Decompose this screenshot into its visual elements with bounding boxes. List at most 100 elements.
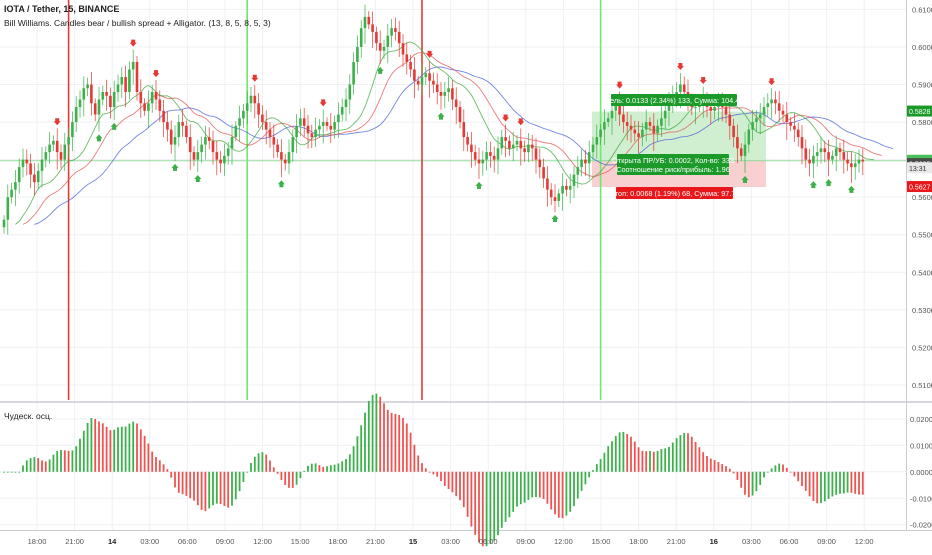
countdown-badge: 13:31 <box>909 166 927 173</box>
candle-body <box>401 43 405 55</box>
oscillator-bar <box>519 471 522 505</box>
stop-price-badge: 0.5627 <box>909 185 931 192</box>
candle-body <box>386 35 390 47</box>
candle-body <box>861 159 865 162</box>
time-tick-label: 09:00 <box>516 537 535 546</box>
oscillator-bar <box>481 471 484 547</box>
oscillator-bar <box>440 471 442 482</box>
oscillator-bar <box>253 456 256 472</box>
candle-body <box>656 125 659 134</box>
target-label-bg <box>611 94 737 106</box>
oscillator-bar <box>690 436 693 472</box>
candle-body <box>143 103 146 111</box>
candle-body <box>413 69 416 81</box>
candle-body <box>283 159 287 164</box>
oscillator-bar <box>215 471 218 504</box>
oscillator-bar <box>98 421 100 472</box>
candle-body <box>743 144 747 156</box>
candle-body <box>382 46 386 51</box>
candle-body <box>169 129 173 145</box>
oscillator-bar <box>291 471 294 488</box>
candle-body <box>758 114 762 119</box>
candle-body <box>131 61 135 70</box>
oscillator-bar <box>265 454 268 472</box>
candle-body <box>808 159 811 164</box>
candle-body <box>409 61 412 70</box>
candle-body <box>17 167 21 183</box>
candle-body <box>432 80 435 85</box>
candle-body <box>177 122 181 138</box>
candle-body <box>397 31 401 44</box>
oscillator-bar <box>227 471 230 508</box>
oscillator-bar <box>823 471 826 502</box>
fractal-down-arrow <box>319 99 327 107</box>
oscillator-bar <box>565 471 568 516</box>
fractal-up-arrow <box>110 122 118 130</box>
oscillator-bar <box>394 413 397 472</box>
osc-tick-label: 0.0100 <box>910 441 932 450</box>
oscillator-bar <box>668 446 670 472</box>
oscillator-bar <box>535 471 537 498</box>
target-label-text: Цель: 0.0133 (2.34%) 133, Сумма: 104.43 <box>605 96 744 105</box>
oscillator-bar <box>29 458 32 472</box>
fractal-up-arrow <box>376 66 384 74</box>
oscillator-bar <box>485 471 488 547</box>
candle-body <box>557 193 561 201</box>
oscillator-bar <box>747 471 750 498</box>
fractal-down-arrow <box>768 78 776 86</box>
candle-body <box>264 122 268 130</box>
oscillator-bar <box>451 471 454 493</box>
candle-body <box>86 84 89 89</box>
oscillator-bar <box>367 400 370 472</box>
candle-body <box>200 144 203 153</box>
candle-body <box>337 114 340 123</box>
oscillator-bar <box>345 459 347 472</box>
time-tick-label: 03:00 <box>441 537 460 546</box>
candle-body <box>785 114 789 123</box>
candle-body <box>261 114 264 123</box>
oscillator-bar <box>6 471 9 473</box>
oscillator-bar <box>295 471 298 485</box>
candle-body <box>492 155 496 160</box>
oscillator-bar <box>41 460 43 472</box>
target-zone <box>592 111 766 161</box>
fractal-down-arrow <box>699 76 707 84</box>
oscillator-bar <box>128 423 131 472</box>
candle-body <box>280 152 283 160</box>
oscillator-bar <box>770 468 773 472</box>
candle-body <box>576 167 580 175</box>
oscillator-bar <box>588 471 591 478</box>
oscillator-bar <box>162 464 165 472</box>
oscillator-bar <box>322 466 325 472</box>
oscillator-bar <box>630 436 632 472</box>
oscillator-bar <box>56 451 59 472</box>
oscillator-bar <box>614 436 617 472</box>
oscillator-bar <box>652 451 655 472</box>
candle-body <box>185 125 188 138</box>
candle-body <box>147 103 150 111</box>
oscillator-title: Чудеск. осц. <box>4 411 53 421</box>
oscillator-bar <box>675 438 678 472</box>
time-tick-label: 06:00 <box>479 537 498 546</box>
oscillator-bar <box>246 471 249 473</box>
candle-body <box>485 152 488 160</box>
oscillator-bar <box>14 471 17 473</box>
oscillator-bar <box>82 430 85 472</box>
oscillator-bar <box>375 393 378 472</box>
oscillator-bar <box>717 461 720 472</box>
candle-body <box>352 61 355 85</box>
oscillator-bar <box>101 423 104 472</box>
oscillator-bar <box>500 471 503 528</box>
oscillator-bar <box>219 471 222 505</box>
oscillator-bar <box>531 471 534 498</box>
candle-body <box>424 73 428 77</box>
oscillator-bar <box>573 471 575 507</box>
